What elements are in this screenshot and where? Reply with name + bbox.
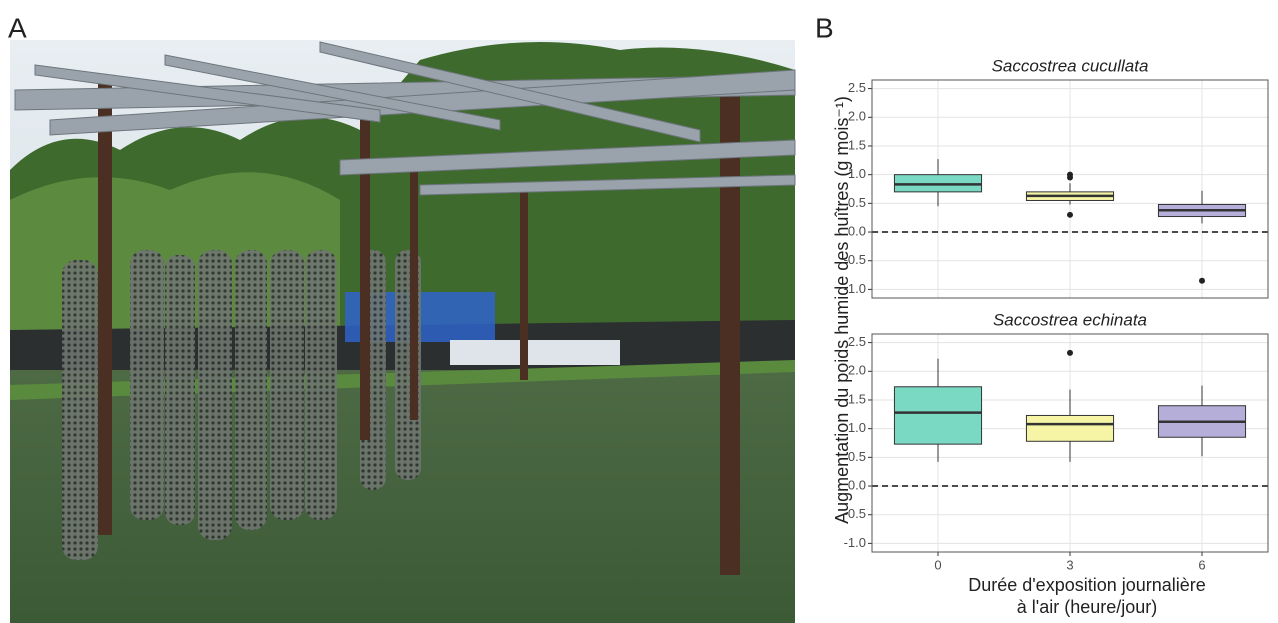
panel-label: B xyxy=(815,12,834,43)
y-tick-label: 0.0 xyxy=(848,223,866,238)
y-tick-label: 1.0 xyxy=(848,166,866,181)
outlier xyxy=(1067,349,1073,356)
panel-title: Saccostrea echinata xyxy=(993,310,1147,329)
panel-label: A xyxy=(8,12,27,43)
y-tick-label: -1.0 xyxy=(844,281,866,296)
y-tick-label: 1.5 xyxy=(848,391,866,406)
photo xyxy=(10,40,796,623)
y-tick-label: 0.5 xyxy=(848,195,866,210)
box xyxy=(1025,414,1115,442)
x-axis-label: à l'air (heure/jour) xyxy=(1017,597,1158,617)
x-tick-label: 0 xyxy=(934,557,941,572)
outlier xyxy=(1199,277,1205,284)
y-tick-label: 1.5 xyxy=(848,137,866,152)
y-tick-label: 1.0 xyxy=(848,420,866,435)
outlier xyxy=(1067,171,1073,178)
y-tick-label: 2.0 xyxy=(848,109,866,124)
box xyxy=(893,386,983,445)
y-tick-label: -0.5 xyxy=(844,252,866,267)
y-axis-label: Augmentation du poids humide des huîtres… xyxy=(832,96,852,524)
panel-border xyxy=(871,79,1269,299)
x-tick-label: 3 xyxy=(1066,557,1073,572)
y-tick-label: 0.0 xyxy=(848,477,866,492)
x-tick-label: 6 xyxy=(1198,557,1205,572)
panel-border xyxy=(871,333,1269,553)
y-tick-label: 2.0 xyxy=(848,363,866,378)
panel-title: Saccostrea cucullata xyxy=(992,56,1149,75)
x-axis-label: Durée d'exposition journalière xyxy=(968,575,1206,595)
outlier xyxy=(1067,211,1073,218)
y-tick-label: 2.5 xyxy=(848,334,866,349)
y-tick-label: 0.5 xyxy=(848,449,866,464)
y-tick-label: 2.5 xyxy=(848,80,866,95)
y-tick-label: -0.5 xyxy=(844,506,866,521)
y-tick-label: -1.0 xyxy=(844,535,866,550)
